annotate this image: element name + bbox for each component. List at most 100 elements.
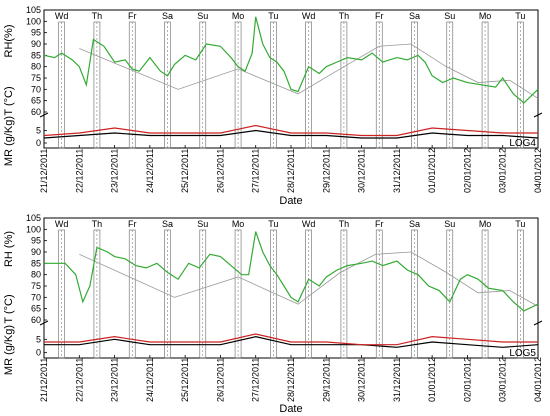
panel-2-mr-tick-label: 5 (36, 334, 41, 344)
panel-1-rh-tick-label: 90 (31, 39, 41, 49)
panel-2-rh-tick-label: 75 (31, 281, 41, 291)
panel-1-rh-tick-label: 75 (31, 73, 41, 83)
panel-1-trend-line (79, 43, 539, 99)
panel-1-day-box (375, 21, 383, 149)
panel-1-x-axis-title: Date (279, 195, 302, 207)
panel-1-date-label: 01/01/2012 (427, 148, 437, 193)
panel-2-day-label: Wd (302, 219, 316, 229)
panel-1-date-label: 31/12/2011 (392, 149, 402, 193)
panel-2-date-label: 28/12/2011 (286, 358, 296, 402)
panel-1-day-label: Wd (55, 11, 69, 21)
panel-1-date-label: 24/12/2011 (145, 149, 155, 193)
panel-2-day-label: Mo (479, 219, 492, 229)
panel-1-mr-tick-label: 0 (36, 138, 41, 148)
panel-2-log-label: LOG5 (509, 348, 536, 359)
panel-1-date-label: 29/12/2011 (321, 149, 331, 193)
panel-2-rh-tick-label: 85 (31, 258, 41, 268)
panel-1-day-label: Tu (515, 11, 525, 21)
panel-1-rh-tick-label: 105 (26, 5, 41, 15)
panel-2-day-label: Sa (409, 219, 420, 229)
panel-2-axis-break-left (39, 320, 49, 326)
panel-2-mr-tick-label: 0 (36, 348, 41, 358)
panel-1-day-label: Fr (128, 11, 137, 21)
panel-2-trend-line (79, 251, 539, 307)
panel-1-date-label: 27/12/2011 (251, 149, 261, 193)
panel-1-rh-tick-label: 65 (31, 96, 41, 106)
panel-2-day-label: Tu (268, 219, 278, 229)
panel-2-day-label: Wd (55, 219, 69, 229)
panel-1-day-label: Mo (232, 11, 245, 21)
panel-2-rh-tick-label: 80 (31, 270, 41, 280)
panel-1-date-label: 02/01/2012 (462, 148, 472, 193)
panel-2-x-axis-title: Date (279, 403, 302, 415)
panel-1-axis-break-left (39, 112, 49, 118)
panel-1-date-label: 04/01/2012 (533, 148, 543, 193)
panel-1-day-label: Sa (162, 11, 173, 21)
panel-1-date-label: 25/12/2011 (180, 149, 190, 193)
panel-1-day-label: Su (197, 11, 208, 21)
panel-1-day-label: Fr (375, 11, 384, 21)
panel-2-rh-tick-label: 95 (31, 236, 41, 246)
panel-2-date-label: 27/12/2011 (251, 358, 261, 402)
panel-2-date-label: 25/12/2011 (180, 358, 190, 402)
panel-2-axis-break-right (533, 320, 543, 326)
panel-1-date-label: 03/01/2012 (498, 148, 508, 193)
panel-1-day-box (305, 21, 312, 149)
panel-2-day-label: Su (197, 219, 208, 229)
panel-2-date-label: 30/12/2011 (357, 358, 367, 402)
panel-1-mr-line-2 (43, 124, 538, 137)
panel-1-day-box (517, 21, 524, 149)
panel-1-log-label: LOG4 (509, 138, 536, 149)
panel-2-day-label: Mo (232, 219, 245, 229)
panel-1-date-label: 23/12/2011 (110, 149, 120, 193)
panel-1-rh-tick-label: 95 (31, 28, 41, 38)
panel-2-mr-line-2 (44, 333, 538, 346)
panel-2-day-label: Tu (515, 219, 525, 229)
panel-2-rh-tick-label: 65 (31, 304, 41, 314)
panel-1-mr-tick-label: 5 (36, 126, 41, 136)
panel-1-day-label: Th (339, 11, 350, 21)
panel-1-day-label: Tu (268, 11, 278, 21)
panel-1-date-label: 22/12/2011 (74, 149, 84, 193)
panel-2-date-label: 31/12/2011 (392, 358, 402, 402)
panel-1-rh-axis-title: RH(%) (3, 25, 15, 58)
panel-2-day-label: Fr (375, 219, 384, 229)
panel-1-day-label: Su (444, 11, 455, 21)
panel-2-mr-line-1 (44, 336, 539, 348)
panel-2-date-label: 02/01/2012 (462, 357, 472, 402)
panel-2-mr-axis-title: MR (g/Kg) (3, 325, 15, 375)
panel-1-rh-tick-label: 80 (31, 62, 41, 72)
panel-2-date-label: 29/12/2011 (321, 358, 331, 402)
panel-1-rh-tick-label: 60 (31, 107, 41, 117)
panel-2-date-label: 24/12/2011 (145, 358, 155, 402)
panel-1-day-box (128, 21, 136, 149)
panel-1-date-label: 28/12/2011 (286, 149, 296, 193)
panel-2-rh-tick-label: 60 (31, 315, 41, 325)
panel-2-rh-tick-label: 70 (31, 292, 41, 302)
panel-1-rh-line (43, 16, 539, 104)
panel-1-day-label: Mo (479, 11, 492, 21)
panel-1-day-box (340, 21, 348, 149)
panel-1-day-box (58, 21, 65, 149)
panel-2-day-label: Th (339, 219, 350, 229)
panel-1-rh-tick-label: 85 (31, 50, 41, 60)
panel-1-day-label: Wd (302, 11, 316, 21)
panel-1-date-label: 30/12/2011 (357, 149, 367, 193)
panel-2-day-label: Su (444, 219, 455, 229)
panel-2-day-label: Th (92, 219, 103, 229)
panel-2-date-label: 21/12/2011 (39, 358, 49, 402)
panel-1-mr-line-1 (43, 129, 539, 139)
panel-2-rh-axis-title: RH (%) (3, 231, 15, 267)
panel-1-mr-axis-title: MR (g/Kg) (3, 116, 15, 166)
panel-2-rh-tick-label: 105 (26, 213, 41, 223)
panel-2-date-label: 03/01/2012 (498, 357, 508, 402)
panel-1-date-label: 26/12/2011 (215, 149, 225, 193)
panel-2-day-label: Fr (128, 219, 137, 229)
panel-2-date-label: 23/12/2011 (110, 358, 120, 402)
panel-1-day-label: Th (92, 11, 103, 21)
panel-1-date-label: 21/12/2011 (39, 149, 49, 193)
panel-2-t-axis-title: T (°C) (3, 294, 15, 323)
panel-1-axis-break-right (533, 112, 543, 118)
panel-2-date-label: 22/12/2011 (74, 358, 84, 402)
